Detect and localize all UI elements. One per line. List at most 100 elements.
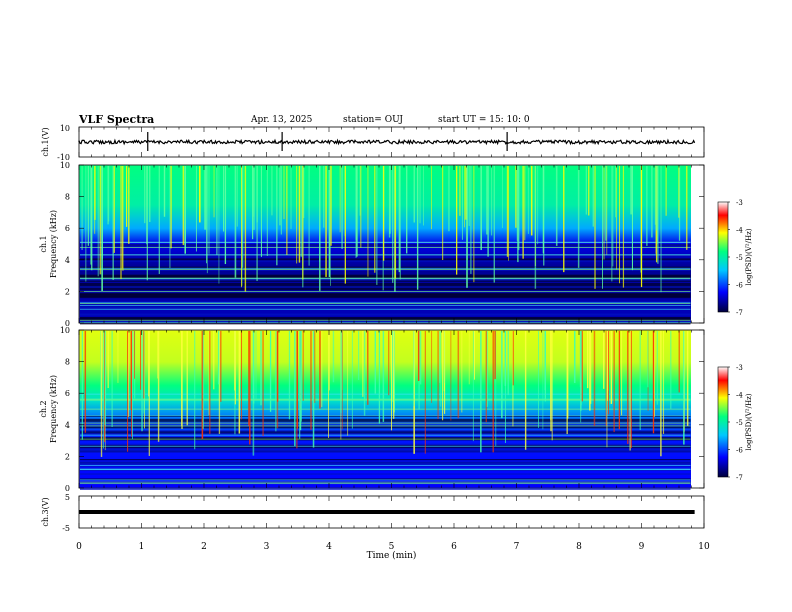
ch1-spectrogram-band [80, 280, 691, 282]
ch1-spectrogram-streak [266, 166, 268, 256]
ch2-spectrogram-line [80, 399, 691, 401]
ch2-spectrogram-streak [504, 331, 506, 443]
ch2-spectrogram-streak [607, 331, 609, 391]
ch2-spectrogram-streak [566, 331, 568, 435]
ch2-spectrogram-streak [573, 331, 576, 384]
ch1-spectrogram-streak [491, 166, 493, 236]
ch2-spectrogram-colorbar-tick: -4 [736, 392, 743, 400]
ch1-spectrogram-streak [256, 166, 258, 223]
ch2-spectrogram-band [80, 415, 691, 417]
ch1-spectrogram-streak [323, 166, 325, 228]
x-tick-label: 7 [514, 542, 520, 552]
ch2-spectrogram-streak [117, 331, 119, 383]
ch1-spectrogram-streak [594, 166, 596, 289]
ch2-spectrogram-streak [300, 331, 302, 431]
ch1-spectrogram-streak [108, 166, 110, 222]
ch2-spectrogram-streak [472, 331, 474, 442]
ch2-spectrogram-streak [424, 331, 426, 454]
ch1-spectrogram-line [80, 305, 691, 307]
ch1-spectrogram-streak [341, 166, 343, 249]
x-tick-label: 4 [326, 542, 332, 552]
ch2-spectrogram-band [80, 426, 691, 429]
ch1-spectrogram-streak [241, 166, 242, 288]
ch1-spectrogram-streak [464, 166, 465, 228]
ch1-spectrogram-streak [144, 166, 146, 224]
ch1-spectrogram-streak [204, 166, 206, 230]
ch2-spectrogram-streak [340, 331, 342, 413]
ch2-spectrogram-streak [269, 331, 272, 412]
ch1-spectrogram-streak [182, 166, 185, 246]
ch2-spectrogram-streak [301, 331, 302, 422]
ch1-spectrogram-streak [298, 166, 301, 263]
ch1-spectrogram-band [80, 244, 691, 246]
ch2-spectrogram-streak [248, 331, 250, 426]
ch2-spectrogram-streak [321, 331, 323, 408]
ch1-spectrogram-streak [360, 166, 362, 248]
ch2-spectrogram-line [80, 438, 691, 440]
ch1-spectrogram-streak [665, 166, 667, 216]
ch2-spectrogram-line [80, 408, 691, 410]
ch1-spectrogram-ytick: 8 [65, 193, 70, 202]
ch2-spectrogram-streak [238, 331, 241, 434]
ch2-spectrogram-line [80, 393, 691, 395]
ch2-spectrogram-streak [312, 331, 315, 448]
ch2-spectrogram-streak [613, 331, 615, 433]
ch2-spectrogram-streak [581, 331, 583, 402]
ch1-spectrogram-line [80, 241, 691, 243]
x-tick-label: 0 [76, 542, 82, 552]
ch2-spectrogram-streak [544, 331, 547, 402]
ch1-spectrogram-streak [606, 166, 608, 255]
ch2-spectrogram-streak [639, 331, 641, 431]
ch2-spectrogram-streak [450, 331, 452, 421]
x-tick-label: 1 [139, 542, 145, 552]
ch2-spectrogram-streak [443, 331, 445, 392]
ch2-spectrogram-streak [417, 331, 420, 381]
ch1-spectrogram-streak [517, 166, 519, 263]
ch1-spectrogram-streak [271, 166, 273, 216]
ch1-spectrogram-streak [516, 166, 518, 241]
ch1-spectrogram-streak [94, 166, 96, 220]
ch2-spectrogram-streak [610, 331, 613, 404]
ch2-spectrogram-ytick: 6 [65, 389, 70, 398]
ch2-spectrogram-streak [302, 331, 304, 401]
ch1-spectrogram-streak [383, 166, 385, 261]
ch2-spectrogram-streak [618, 331, 620, 430]
ch2-spectrogram-streak [606, 331, 608, 448]
ch2-spectrogram-streak [662, 331, 665, 434]
ch2-spectrogram-band [80, 424, 691, 427]
ch2-spectrogram-streak [538, 331, 539, 428]
ch2-spectrogram-streak [392, 331, 394, 402]
ch1-waveform-trace [78, 138, 696, 146]
ch2-spectrogram-streak [457, 331, 460, 419]
ch1-spectrogram-streak [640, 166, 643, 288]
ch2-spectrogram-band [80, 438, 691, 441]
ch1-spectrogram-streak [252, 166, 254, 240]
ch2-spectrogram-streak [656, 331, 658, 405]
ch2-spectrogram-line [80, 469, 691, 471]
ch2-spectrogram-band [80, 459, 691, 461]
ch1-spectrogram-streak [419, 166, 421, 224]
ch1-spectrogram-streak [328, 166, 330, 278]
ch1-spectrogram-streak [480, 166, 482, 251]
ch1-spectrogram-streak [654, 166, 656, 225]
ch2-spectrogram-streak [84, 331, 87, 433]
ch1-spectrogram-streak [280, 166, 282, 235]
ch2-spectrogram-streak [313, 331, 316, 403]
ch2-spectrogram-streak [652, 331, 655, 434]
ch1-spectrogram-streak [655, 166, 657, 231]
ch1-spectrogram-streak [616, 166, 617, 270]
ch1-spectrogram-streak [195, 166, 197, 252]
ch1-spectrogram-streak [128, 166, 130, 244]
ch1-spectrogram-band [80, 293, 691, 296]
ch2-spectrogram-streak [504, 331, 507, 386]
ch1-spectrogram-streak [646, 166, 648, 246]
ch1-spectrogram-streak [394, 166, 397, 279]
ch3-waveform-ytick: 5 [65, 493, 70, 502]
ch1-spectrogram-streak [588, 166, 590, 216]
ch2-spectrogram-line [80, 434, 691, 436]
ch1-spectrogram-ylabel: ch.1 [39, 235, 48, 252]
ch1-spectrogram-streak [279, 166, 281, 226]
ch2-spectrogram-ytick: 4 [65, 421, 70, 430]
ch2-spectrogram-streak [629, 331, 631, 451]
ch1-spectrogram-streak [91, 166, 93, 271]
